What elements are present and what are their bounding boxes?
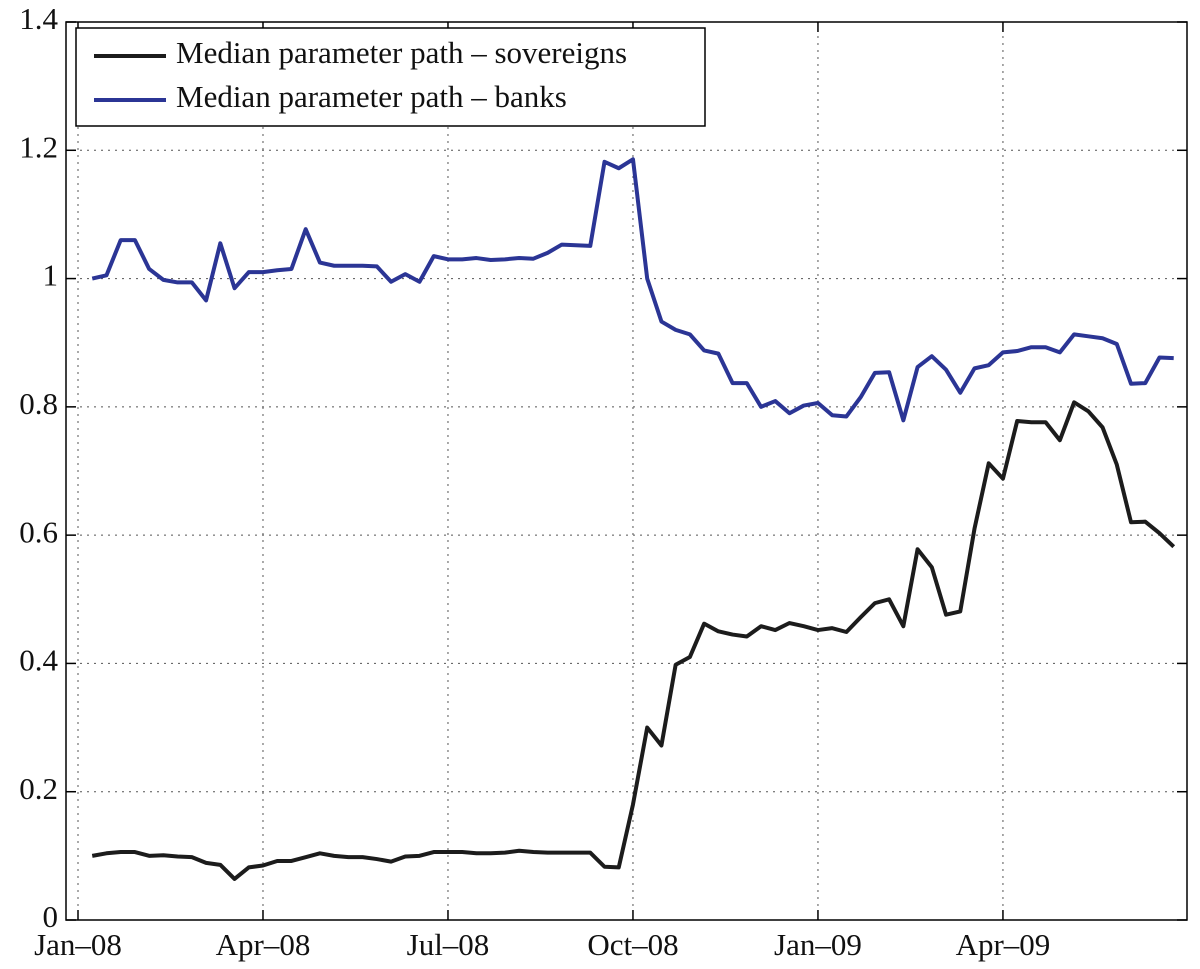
y-tick-label: 0.4 <box>19 643 58 678</box>
x-tick-label: Apr–08 <box>216 927 311 962</box>
y-tick-label: 1.4 <box>19 1 58 36</box>
y-tick-label: 0.6 <box>19 514 58 549</box>
plot-frame <box>65 21 1188 921</box>
x-tick-label: Oct–08 <box>587 927 678 962</box>
line-series <box>91 157 1174 423</box>
x-tick-label: Jul–08 <box>407 927 490 962</box>
legend-label: Median parameter path – banks <box>176 79 567 114</box>
y-tick-label: 1 <box>43 258 59 293</box>
y-tick-label: 0 <box>43 899 59 934</box>
x-tick-label: Jan–09 <box>774 927 862 962</box>
legend-label: Median parameter path – sovereigns <box>176 35 627 70</box>
line-series <box>91 400 1176 881</box>
x-tick-label: Apr–09 <box>956 927 1051 962</box>
y-tick-label: 0.2 <box>19 771 58 806</box>
y-tick-label: 1.2 <box>19 129 58 164</box>
y-tick-label: 0.8 <box>19 386 58 421</box>
legend-box <box>75 27 706 127</box>
x-tick-label: Jan–08 <box>34 927 122 962</box>
